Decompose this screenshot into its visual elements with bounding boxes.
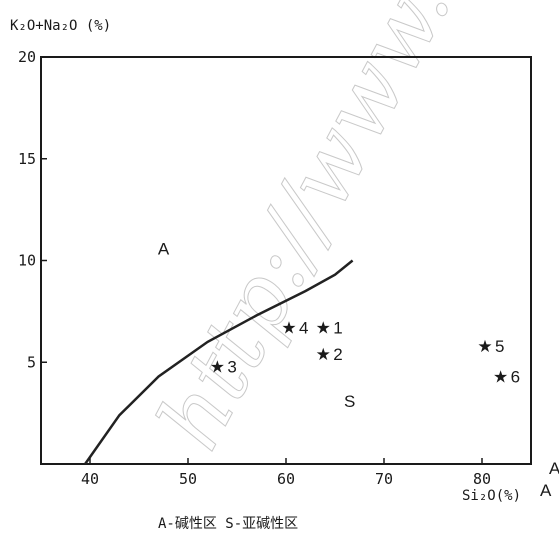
edge-glyph-bottom: A xyxy=(540,481,552,500)
data-points: ★ 1★ 2★ 3★ 4★ 5★ 6 xyxy=(210,319,520,387)
watermark: http://www. xyxy=(138,0,471,465)
data-point-label-3: 3 xyxy=(227,357,236,376)
x-axis-label: Si₂O(%) xyxy=(462,488,521,504)
figure-caption: A-碱性区 S-亚碱性区 xyxy=(158,516,298,532)
data-point-label-6: 6 xyxy=(511,367,520,386)
data-point-label-4: 4 xyxy=(299,319,308,338)
data-point-4: ★ xyxy=(281,319,296,338)
data-point-3: ★ xyxy=(210,357,225,376)
x-tick-label: 50 xyxy=(179,470,197,488)
data-point-label-1: 1 xyxy=(333,319,342,338)
x-tick-label: 60 xyxy=(277,470,295,488)
boundary-curve xyxy=(84,259,354,465)
y-tick-label: 20 xyxy=(18,48,36,66)
y-tick-label: 15 xyxy=(18,150,36,168)
y-tick-label: 10 xyxy=(18,252,36,270)
y-axis-label: K₂O+Na₂O (%) xyxy=(10,18,111,34)
x-tick-label: 80 xyxy=(473,470,491,488)
data-point-1: ★ xyxy=(316,319,331,338)
y-tick-label: 5 xyxy=(27,353,36,371)
region-label-s: S xyxy=(344,392,355,411)
data-point-label-5: 5 xyxy=(495,337,504,356)
data-point-5: ★ xyxy=(477,337,492,356)
region-label-a: A xyxy=(158,239,170,258)
x-ticks: 40 50 60 70 80 xyxy=(81,458,491,488)
y-ticks: 20 15 10 5 xyxy=(18,48,47,371)
data-point-2: ★ xyxy=(316,345,331,364)
data-point-label-2: 2 xyxy=(333,345,342,364)
x-tick-label: 40 xyxy=(81,470,99,488)
data-point-6: ★ xyxy=(493,367,508,386)
x-tick-label: 70 xyxy=(375,470,393,488)
region-labels: AS xyxy=(158,239,356,411)
edge-glyph-top: A xyxy=(549,459,559,478)
